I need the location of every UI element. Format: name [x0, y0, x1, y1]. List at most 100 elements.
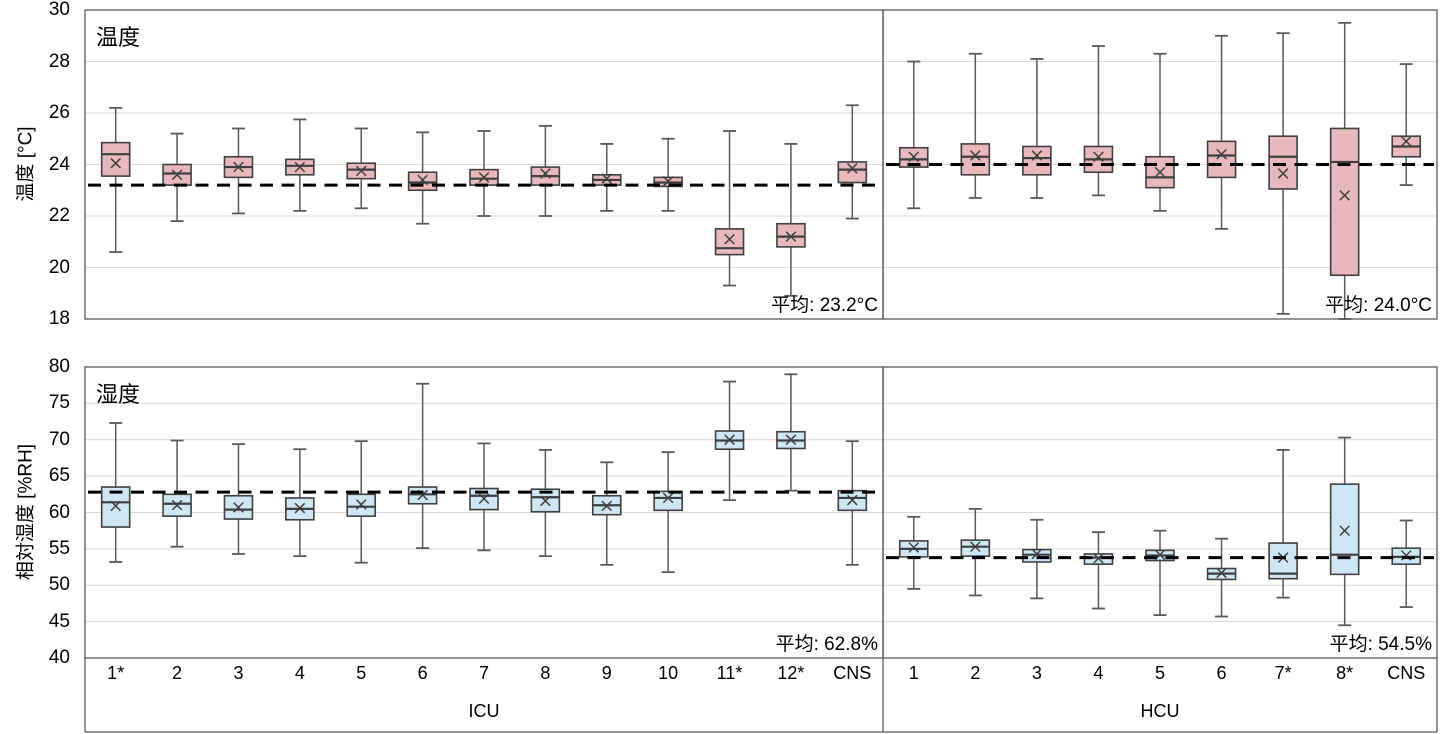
mean-x-marker: [785, 231, 797, 242]
mean-x-marker: [970, 541, 981, 553]
mean-x-marker: [601, 173, 613, 184]
y-tick-label: 40: [48, 647, 70, 668]
mean-x-marker: [171, 499, 183, 511]
mean-x-marker: [417, 489, 428, 501]
mean-x-marker: [540, 168, 551, 179]
mean-x-marker: [1216, 148, 1227, 160]
x-category-label: 9: [601, 663, 612, 683]
y-tick-label: 22: [48, 205, 70, 226]
y-tick-label: 80: [48, 356, 70, 377]
box: [714, 228, 745, 256]
y-tick-label: 65: [48, 465, 70, 487]
hcu-humidity-mean-label: 平均: 54.5%: [1329, 634, 1432, 655]
box: [100, 486, 131, 528]
mean-x-marker: [908, 542, 920, 553]
box: [100, 141, 131, 177]
temperature-chart-title: 温度: [96, 25, 141, 50]
x-category-label: 4: [1093, 663, 1104, 683]
mean-x-marker: [171, 169, 183, 181]
box: [960, 143, 991, 176]
mean-x-marker: [233, 161, 244, 173]
mean-x-marker: [294, 502, 306, 514]
mean-x-marker: [478, 493, 490, 505]
y-tick-label: 28: [48, 50, 70, 72]
y-tick-label: 70: [48, 428, 70, 450]
mean-x-marker: [662, 175, 674, 187]
x-category-label: 8*: [1336, 663, 1354, 683]
mean-x-marker: [846, 494, 858, 506]
x-category-label: 1: [908, 663, 919, 683]
x-category-label: 3: [233, 663, 244, 683]
y-tick-label: 30: [48, 0, 70, 20]
x-category-label: 6: [1216, 663, 1227, 683]
x-category-label: 8: [540, 663, 551, 683]
mean-x-marker: [1154, 166, 1166, 178]
mean-x-marker: [110, 157, 122, 169]
x-category-label: 4: [294, 663, 305, 683]
humidity-chart-title: 湿度: [96, 382, 141, 407]
mean-x-marker: [662, 492, 674, 504]
mean-x-marker: [478, 172, 490, 183]
mean-x-marker: [1216, 567, 1227, 579]
x-category-label: 2: [172, 663, 183, 683]
x-category-label: 6: [417, 663, 428, 683]
box: [1145, 155, 1175, 189]
mean-x-marker: [233, 502, 244, 513]
y-tick-label: 45: [48, 610, 70, 632]
mean-x-marker: [724, 434, 735, 446]
y-tick-label: 75: [48, 392, 70, 414]
y-tick-label: 55: [48, 537, 70, 559]
icu-humidity-mean-label: 平均: 62.8%: [775, 634, 878, 655]
mean-x-marker: [1339, 190, 1350, 201]
box: [1022, 145, 1052, 176]
mean-x-marker: [908, 151, 920, 163]
y-tick-label: 26: [48, 102, 70, 123]
box: [1268, 135, 1298, 190]
y-tick-label: 24: [48, 153, 70, 175]
icu-temperature-mean-label: 平均: 23.2°C: [771, 295, 878, 316]
y-tick-label: 50: [48, 574, 70, 596]
x-category-label: 5: [356, 663, 367, 683]
mean-x-marker: [1093, 151, 1104, 163]
mean-x-marker: [785, 434, 797, 446]
box: [837, 161, 868, 184]
hcu-group-label: HCU: [1140, 701, 1180, 721]
mean-x-marker: [724, 233, 735, 245]
x-category-label: CNS: [833, 663, 872, 683]
mean-x-marker: [540, 495, 551, 507]
x-category-label: 5: [1154, 663, 1166, 683]
y-tick-label: 20: [48, 256, 70, 278]
hcu-temperature-mean-label: 平均: 24.0°C: [1325, 295, 1432, 316]
mean-x-marker: [1031, 150, 1043, 161]
mean-x-marker: [417, 174, 428, 186]
y-tick-label: 18: [48, 308, 70, 329]
mean-x-marker: [355, 499, 367, 510]
y-tick-label: 60: [48, 501, 70, 523]
x-category-label: 10: [658, 663, 679, 683]
mean-x-marker: [970, 150, 981, 161]
x-category-label: 2: [970, 663, 981, 683]
x-category-label: 11*: [716, 663, 743, 683]
mean-x-marker: [110, 500, 122, 512]
mean-x-marker: [846, 163, 858, 174]
x-category-label: 7: [478, 663, 490, 683]
box: [1329, 483, 1360, 576]
mean-x-marker: [294, 161, 306, 173]
x-category-label: 12*: [777, 663, 805, 683]
mean-x-marker: [1093, 553, 1104, 564]
mean-x-marker: [601, 500, 613, 512]
mean-x-marker: [355, 165, 367, 177]
x-category-label: 7*: [1274, 663, 1292, 683]
x-category-label: CNS: [1387, 663, 1426, 683]
box: [1206, 140, 1237, 179]
x-category-label: 3: [1031, 663, 1042, 683]
box: [653, 490, 683, 512]
plot-border: [84, 366, 1438, 659]
mean-x-marker: [1031, 548, 1043, 560]
mean-x-marker: [1277, 168, 1289, 179]
mean-x-marker: [1339, 525, 1350, 537]
box: [1329, 127, 1360, 277]
plot-border: [84, 9, 1438, 320]
